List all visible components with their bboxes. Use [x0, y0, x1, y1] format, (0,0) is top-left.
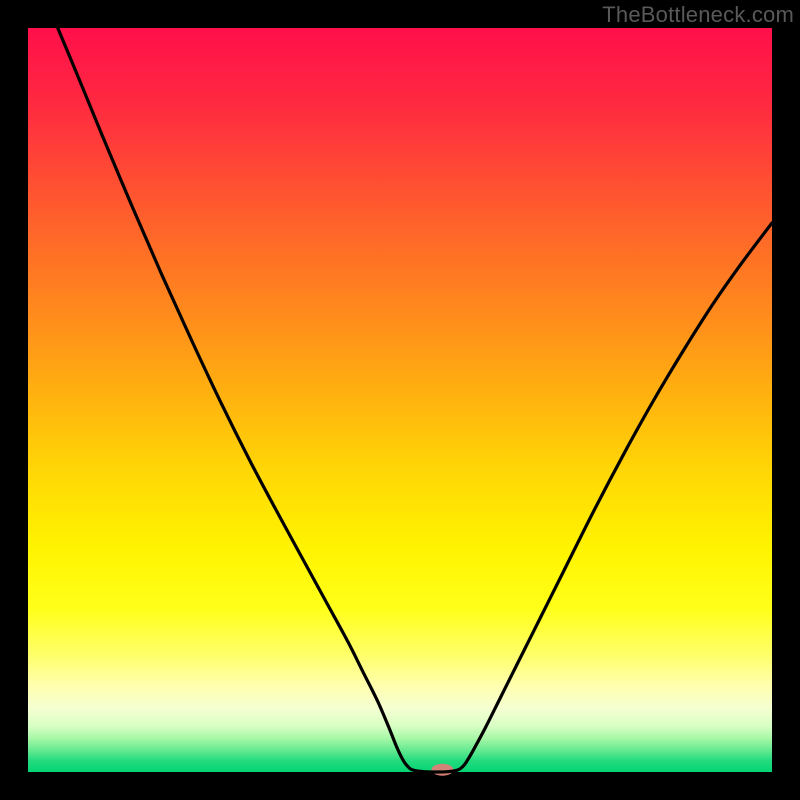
bottleneck-curve-chart	[0, 0, 800, 800]
watermark-text: TheBottleneck.com	[602, 2, 794, 28]
optimal-point-marker	[431, 764, 453, 776]
plot-gradient-background	[28, 28, 772, 772]
chart-container: TheBottleneck.com	[0, 0, 800, 800]
